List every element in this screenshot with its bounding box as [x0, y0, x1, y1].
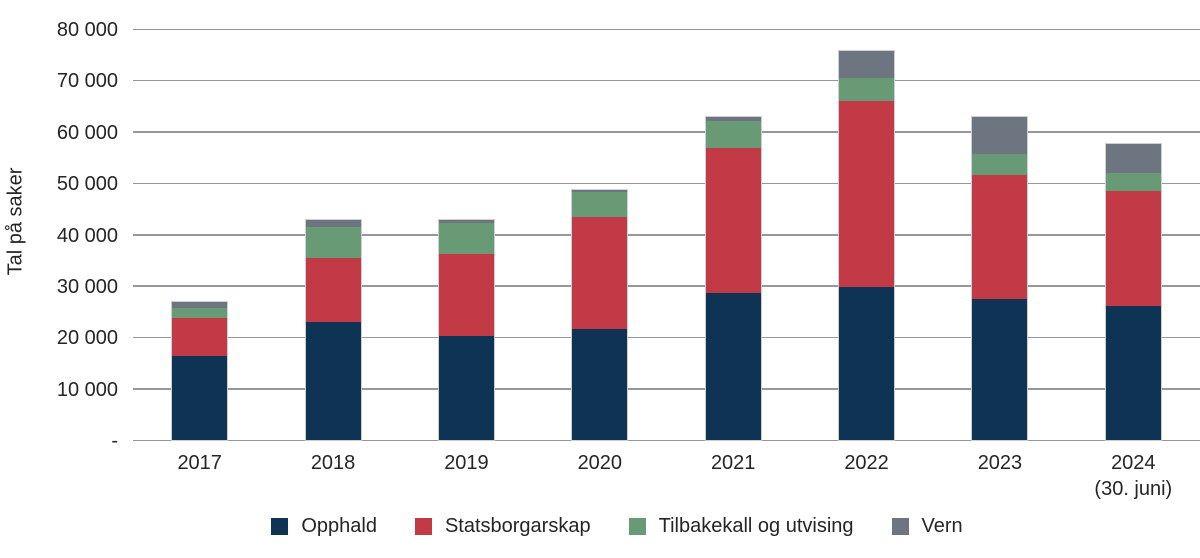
bar-segment-opphald	[571, 329, 629, 441]
y-tick-label: 30 000	[56, 275, 118, 298]
gridline	[133, 439, 1200, 441]
bar-2018	[304, 219, 362, 441]
bar-segment-tilbakekall-og-utvising	[1104, 173, 1162, 191]
y-tick-label: -	[111, 430, 118, 452]
gridline	[133, 131, 1200, 133]
bar-segment-tilbakekall-og-utvising	[971, 154, 1029, 176]
bar-segment-vern	[437, 219, 495, 224]
y-tick-label: 10 000	[56, 378, 118, 401]
x-tick-label: 2021	[667, 450, 799, 476]
legend: Opphald Statsborgarskap Tilbakekall og utv…	[0, 515, 1200, 538]
x-tick-label: 2018	[267, 450, 399, 476]
bar-2022	[838, 50, 896, 441]
bar-segment-opphald	[171, 356, 229, 441]
bar-2019	[437, 219, 495, 441]
y-axis-labels: - 10 000 20 000 30 000 40 000 50 000 60 000 70 …	[0, 20, 118, 451]
gridline	[133, 285, 1200, 287]
x-tick-sublabel: (30. juni)	[1094, 478, 1173, 500]
gridline	[133, 79, 1200, 82]
x-tick-year: 2017	[177, 452, 222, 474]
legend-swatch-opphald	[271, 518, 289, 535]
x-tick-year: 2024	[1111, 452, 1156, 474]
bar-2024	[1104, 143, 1162, 441]
bar-2017	[171, 300, 229, 441]
legend-label: Opphald	[301, 515, 377, 537]
x-tick-year: 2020	[577, 452, 623, 474]
x-tick-year: 2018	[310, 452, 356, 474]
x-tick-label: 2019	[400, 450, 532, 476]
legend-item-opphald: Opphald	[271, 515, 377, 538]
y-tick-label: 20 000	[56, 327, 118, 350]
bar-segment-tilbakekall-og-utvising	[571, 192, 629, 218]
x-tick-label: 2017	[134, 450, 266, 476]
bar-segment-opphald	[1104, 305, 1162, 441]
x-tick-year: 2019	[444, 452, 489, 474]
bar-segment-vern	[304, 219, 362, 227]
bar-segment-tilbakekall-og-utvising	[304, 226, 362, 258]
y-tick-label: 60 000	[56, 121, 118, 144]
bar-segment-statsborgarskap	[704, 148, 762, 293]
bar-segment-statsborgarskap	[1104, 190, 1162, 306]
bar-segment-statsborgarskap	[971, 175, 1029, 300]
x-tick-label: 2024 (30. juni)	[1067, 450, 1199, 502]
bar-segment-tilbakekall-og-utvising	[838, 78, 896, 101]
y-tick-label: 70 000	[56, 70, 118, 93]
bar-segment-tilbakekall-og-utvising	[437, 223, 495, 254]
bar-segment-statsborgarskap	[437, 253, 495, 336]
legend-swatch-vern	[891, 518, 909, 535]
gridline	[133, 388, 1200, 390]
legend-swatch-statsborgarskap	[414, 518, 432, 535]
bar-segment-tilbakekall-og-utvising	[171, 307, 229, 319]
x-tick-label: 2022	[801, 450, 933, 476]
bar-segment-vern	[1104, 143, 1162, 174]
bar-2023	[971, 116, 1029, 441]
bar-segment-vern	[171, 300, 229, 308]
bar-segment-opphald	[971, 299, 1029, 441]
x-tick-label: 2023	[934, 450, 1066, 476]
legend-item-statsborgarskap: Statsborgarskap	[414, 515, 591, 538]
legend-item-tilbakekall-og-utvising: Tilbakekall og utvising	[628, 515, 854, 538]
x-tick-year: 2021	[710, 452, 756, 474]
gridline	[133, 182, 1200, 185]
x-tick-year: 2022	[844, 452, 889, 474]
legend-label: Statsborgarskap	[444, 515, 591, 537]
bar-segment-opphald	[437, 335, 495, 441]
bar-segment-vern	[838, 50, 896, 79]
bar-2020	[571, 188, 629, 441]
bar-segment-statsborgarskap	[304, 257, 362, 322]
x-tick-year: 2023	[977, 452, 1023, 474]
bar-segment-vern	[704, 116, 762, 121]
legend-label: Vern	[921, 515, 963, 537]
bar-segment-statsborgarskap	[838, 100, 896, 287]
bar-2021	[704, 116, 762, 441]
x-axis-labels: 2017 2018 2019 2020 2021 2022 2023 2024 (30. jun…	[133, 450, 1200, 506]
bar-segment-tilbakekall-og-utvising	[704, 120, 762, 149]
gridline	[133, 234, 1200, 236]
bar-segment-opphald	[304, 321, 362, 441]
bar-segment-opphald	[838, 286, 896, 441]
bar-segment-statsborgarskap	[171, 318, 229, 357]
legend-label: Tilbakekall og utvising	[658, 515, 854, 537]
bar-segment-statsborgarskap	[571, 217, 629, 330]
bar-segment-vern	[571, 188, 629, 193]
bar-segment-vern	[971, 116, 1029, 155]
x-tick-label: 2020	[534, 450, 666, 476]
y-tick-label: 50 000	[56, 173, 118, 196]
y-tick-label: 40 000	[56, 224, 118, 247]
legend-item-vern: Vern	[891, 515, 963, 538]
plot-area	[133, 28, 1200, 441]
bar-segment-opphald	[704, 292, 762, 441]
gridline	[133, 28, 1200, 30]
y-tick-label: 80 000	[56, 19, 118, 41]
legend-swatch-tilbakekall-og-utvising	[628, 518, 646, 535]
gridline	[133, 336, 1200, 339]
